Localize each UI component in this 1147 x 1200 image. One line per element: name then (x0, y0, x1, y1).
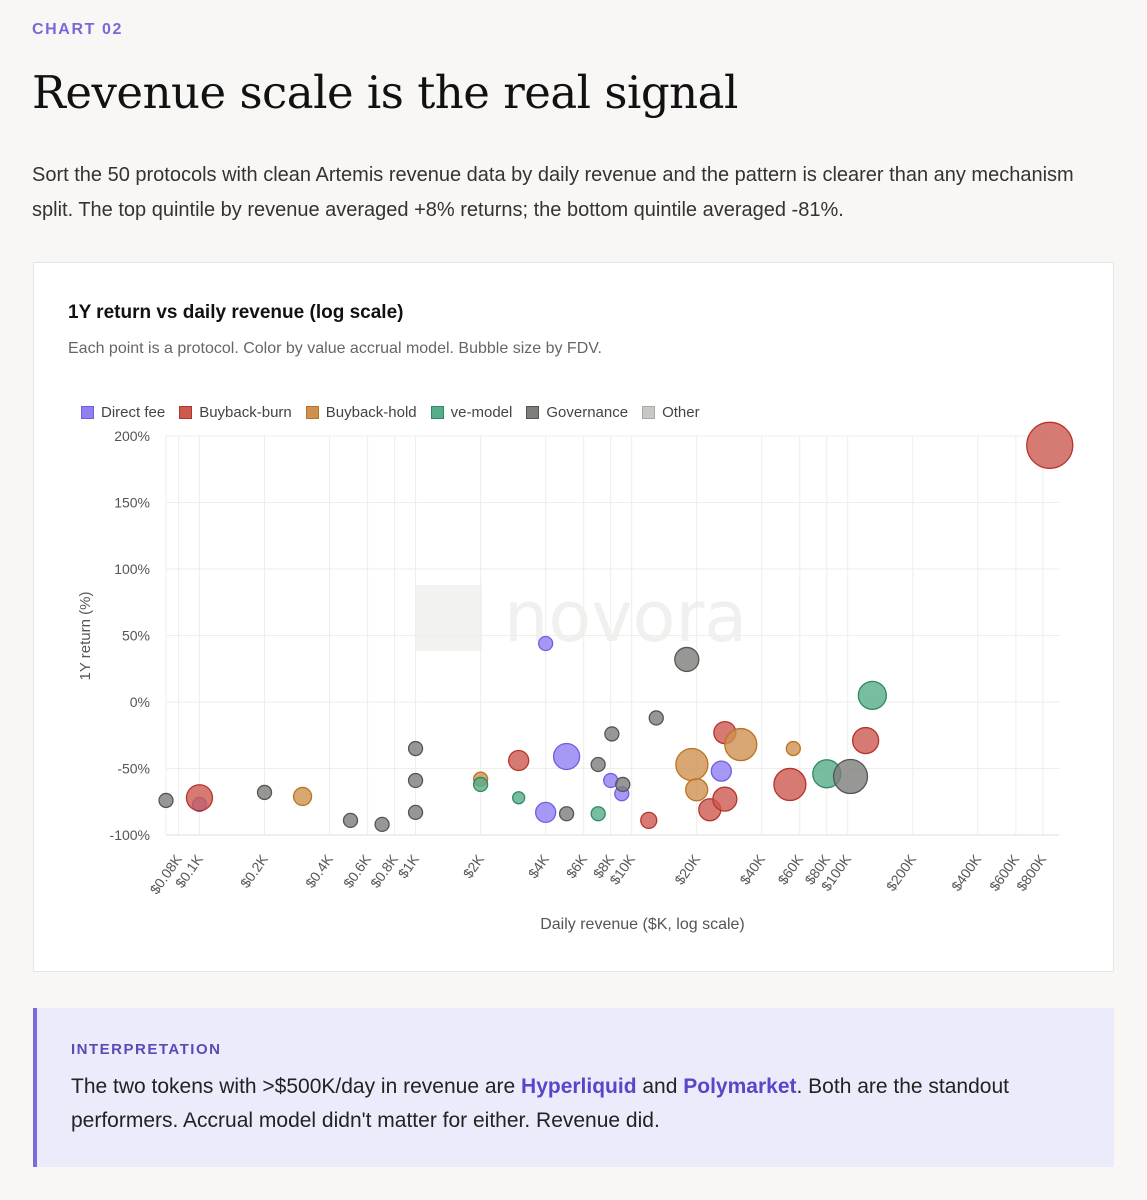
legend-swatch (305, 406, 319, 419)
legend-item-other[interactable]: Other (642, 404, 700, 421)
lede-paragraph: Sort the 50 protocols with clean Artemis… (32, 164, 1074, 221)
legend-label: ve-model (450, 404, 513, 421)
highlight-hyperliquid: Hyperliquid (521, 1075, 637, 1098)
bubble-governance (256, 784, 273, 801)
x-tick-label: $0.4K (302, 851, 336, 891)
bubble-buyback-hold (785, 740, 801, 757)
legend-label: Governance (546, 404, 629, 421)
bubble-buyback-burn (1026, 421, 1074, 469)
highlight-polymarket: Polymarket (683, 1075, 797, 1098)
bubble-ve-model (857, 680, 887, 711)
chart-title: 1Y return vs daily revenue (log scale) (68, 302, 404, 323)
x-tick-label: $1K (395, 851, 423, 881)
bubble-buyback-hold (685, 778, 709, 802)
bubble-direct-fee (535, 801, 557, 824)
bubble-governance (342, 812, 359, 829)
bubble-governance (615, 776, 631, 793)
legend-item-direct-fee[interactable]: Direct fee (81, 404, 165, 421)
bubble-governance (590, 756, 606, 773)
chart-eyebrow: CHART 02 (32, 21, 124, 38)
bubble-governance (674, 646, 700, 673)
bubble-buyback-hold (675, 747, 709, 782)
x-tick-label: $60K (774, 851, 806, 888)
bubble-buyback-burn (508, 749, 530, 772)
y-tick-label: 50% (122, 628, 150, 644)
bubble-governance (158, 792, 174, 809)
bubble-governance (374, 816, 390, 833)
x-tick-label: $0.6K (340, 851, 374, 891)
legend-swatch (179, 406, 193, 419)
legend-item-buyback-burn[interactable]: Buyback-burn (179, 404, 292, 421)
bubble-governance (648, 710, 664, 726)
x-tick-label: $400K (948, 851, 985, 894)
x-tick-label: $6K (563, 851, 591, 881)
bubble-governance (558, 806, 575, 822)
legend-label: Other (662, 404, 700, 421)
legend-swatch (430, 406, 444, 419)
bubble-direct-fee (710, 760, 732, 782)
x-tick-label: $40K (736, 851, 768, 888)
bubble-direct-fee (538, 635, 554, 652)
x-tick-label: $20K (671, 851, 703, 888)
x-tick-label: $0.2K (237, 851, 271, 891)
x-tick-label: $800K (1013, 851, 1050, 894)
bubble-buyback-hold (292, 786, 313, 807)
chart-legend: Direct fee Buyback-burn Buyback-hold ve-mod… (81, 404, 700, 421)
bubble-direct-fee (552, 742, 581, 771)
y-tick-label: -100% (110, 827, 150, 843)
chart-card: novora 200% 150% 100% 50% 0% -50% -100% $0.08K $0… (33, 262, 1114, 972)
legend-label: Buyback-hold (325, 404, 417, 421)
chart-subtitle: Each point is a protocol. Color by value… (68, 340, 602, 357)
bubble-buyback-burn (851, 726, 880, 755)
interpretation-text: The two tokens with >$500K/day in revenu… (71, 1070, 1071, 1138)
x-tick-label: $2K (460, 851, 488, 881)
bubble-governance (604, 726, 620, 742)
bubble-buyback-hold (724, 727, 758, 762)
bubble-governance (407, 740, 424, 757)
legend-swatch (81, 406, 94, 419)
y-tick-label: -50% (117, 761, 150, 777)
interp-text-2: and (636, 1075, 684, 1098)
legend-item-governance[interactable]: Governance (526, 404, 628, 421)
interp-text-3: . Both are the standout performers. Accr… (71, 1075, 1009, 1132)
legend-item-buyback-hold[interactable]: Buyback-hold (305, 404, 417, 421)
bubble-ve-model (590, 806, 606, 822)
y-tick-label: 150% (114, 495, 150, 511)
bubble-governance (832, 758, 869, 795)
bubble-buyback-burn (640, 811, 658, 830)
scatter-plot: novora200%150%100%50%0%-50%-100%$0.08K$0… (77, 421, 1074, 933)
page-title: Revenue scale is the real signal (32, 66, 738, 119)
bubble-buyback-burn (712, 786, 738, 812)
bubble-buyback-burn (773, 767, 807, 802)
x-tick-label: $4K (525, 851, 553, 881)
x-axis-label: Daily revenue ($K, log scale) (540, 916, 745, 933)
interpretation-label: INTERPRETATION (71, 1041, 222, 1058)
legend-label: Direct fee (101, 404, 166, 421)
interp-text-1: The two tokens with >$500K/day in revenu… (71, 1075, 522, 1098)
bubble-governance (407, 804, 424, 821)
y-tick-label: 100% (114, 561, 150, 577)
interpretation-callout: INTERPRETATION The two tokens with >$500… (33, 1008, 1114, 1167)
bubble-governance (407, 772, 424, 789)
y-tick-label: 0% (130, 694, 150, 710)
legend-item-ve-model[interactable]: ve-model (430, 404, 513, 421)
y-tick-label: 200% (114, 428, 150, 444)
x-tick-label: $200K (883, 851, 920, 894)
watermark-logo (416, 585, 482, 651)
legend-swatch (526, 406, 540, 419)
legend-swatch (642, 406, 656, 419)
bubble-ve-model (512, 791, 526, 805)
y-axis-label: 1Y return (%) (77, 592, 94, 681)
legend-label: Buyback-burn (199, 404, 292, 421)
bubble-buyback-burn (185, 784, 214, 812)
bubble-ve-model (472, 776, 489, 793)
